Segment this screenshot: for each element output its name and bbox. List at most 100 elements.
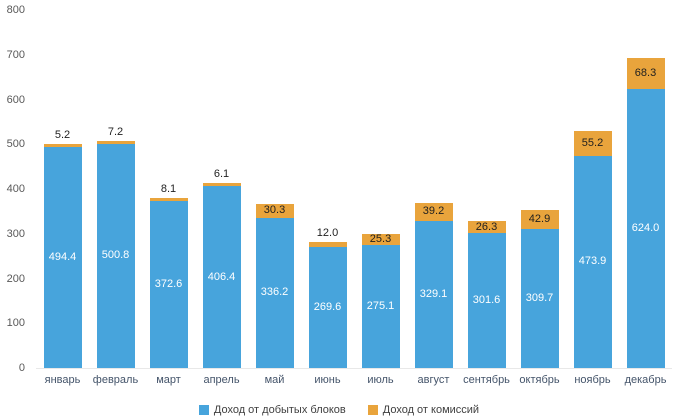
- value-label-blocks: 372.6: [154, 278, 183, 291]
- value-label-blocks: 406.4: [207, 270, 236, 283]
- bar-январь: 5.2 494.4: [43, 129, 82, 368]
- x-axis-label: апрель: [203, 374, 240, 386]
- segment-blocks: 336.2: [255, 217, 294, 368]
- segment-blocks: 624.0: [626, 88, 665, 368]
- value-label-fees: 55.2: [581, 137, 604, 150]
- segment-fees: 55.2: [573, 131, 612, 156]
- segment-blocks: 372.6: [149, 201, 188, 368]
- value-label-fees: 30.3: [263, 204, 286, 217]
- x-axis-label: сентябрь: [463, 374, 510, 386]
- value-label-fees: 26.3: [475, 220, 498, 233]
- x-axis-label: январь: [44, 374, 81, 386]
- bar-март: 8.1 372.6: [149, 183, 188, 368]
- legend-item-fees: Доход от комиссий: [367, 404, 480, 416]
- legend-item-blocks: Доход от добытых блоков: [198, 404, 346, 416]
- value-label-fees: 25.3: [369, 232, 392, 245]
- y-axis-label: 800: [6, 4, 25, 16]
- bar-июль: 25.3 275.1: [361, 232, 400, 368]
- x-axis-label: июль: [367, 374, 394, 386]
- y-axis-label: 500: [6, 138, 25, 151]
- segment-blocks: 500.8: [96, 143, 135, 368]
- y-axis-label: 600: [6, 93, 25, 106]
- bar-апрель: 6.1 406.4: [202, 168, 241, 368]
- bar-декабрь: 68.3 624.0: [626, 58, 665, 368]
- legend-label-fees: Доход от комиссий: [382, 404, 480, 416]
- legend-swatch-fees-icon: [367, 405, 378, 415]
- value-label-blocks: 336.2: [260, 286, 289, 299]
- segment-blocks: 494.4: [43, 146, 82, 368]
- value-label-blocks: 473.9: [578, 255, 607, 268]
- plot-area: 5.2 494.4 7.2 500.8 8.1 372.6 6.1 406.4 30.3 336.…: [36, 10, 672, 369]
- bar-slot: 30.3 336.2: [248, 204, 301, 368]
- value-label-blocks: 309.7: [525, 292, 554, 305]
- x-axis-label: июнь: [314, 374, 341, 386]
- bar-slot: 68.3 624.0: [619, 58, 672, 368]
- bar-slot: 42.9 309.7: [513, 210, 566, 368]
- x-axis-label: март: [156, 374, 181, 386]
- y-axis-label: 700: [6, 48, 25, 61]
- x-axis-label: декабрь: [624, 374, 667, 386]
- bar-slot: 8.1 372.6: [142, 183, 195, 368]
- value-label-blocks: 624.0: [631, 221, 660, 234]
- legend: Доход от добытых блоков Доход от комисси…: [0, 404, 678, 416]
- x-axis-label: ноябрь: [574, 374, 611, 386]
- bar-slot: 6.1 406.4: [195, 168, 248, 368]
- bar-slot: 12.0 269.6: [301, 227, 354, 368]
- y-axis-label: 0: [18, 362, 25, 374]
- bar-сентябрь: 26.3 301.6: [467, 220, 506, 368]
- legend-swatch-blocks-icon: [198, 405, 209, 415]
- segment-fees: [308, 241, 347, 248]
- bar-февраль: 7.2 500.8: [96, 126, 135, 368]
- segment-blocks: 309.7: [520, 229, 559, 368]
- value-label-fees: 5.2: [54, 129, 71, 142]
- bar-ноябрь: 55.2 473.9: [573, 131, 612, 368]
- value-label-fees: 7.2: [107, 125, 124, 138]
- value-label-blocks: 500.8: [101, 249, 130, 262]
- bar-slot: 25.3 275.1: [354, 232, 407, 368]
- y-axis-label: 200: [6, 272, 25, 285]
- value-label-fees: 6.1: [213, 168, 230, 181]
- segment-blocks: 275.1: [361, 244, 400, 368]
- y-axis-label: 300: [6, 227, 25, 240]
- value-label-blocks: 494.4: [48, 250, 77, 263]
- segment-blocks: 473.9: [573, 155, 612, 368]
- value-label-fees: 68.3: [634, 66, 657, 79]
- value-label-fees: 39.2: [422, 205, 445, 218]
- x-axis-label: август: [417, 374, 450, 386]
- bar-август: 39.2 329.1: [414, 203, 453, 368]
- bar-июнь: 12.0 269.6: [308, 227, 347, 368]
- y-axis: 0 100 200 300 400 500 600 700 800: [0, 0, 28, 419]
- segment-blocks: 301.6: [467, 233, 506, 368]
- bar-slot: 5.2 494.4: [36, 129, 89, 368]
- value-label-blocks: 301.6: [472, 294, 501, 306]
- y-axis-label: 100: [6, 317, 25, 330]
- bar-slot: 7.2 500.8: [89, 126, 142, 368]
- segment-fees: [149, 197, 188, 202]
- value-label-blocks: 329.1: [419, 287, 448, 300]
- segment-fees: [202, 183, 241, 187]
- value-label-blocks: 269.6: [313, 301, 342, 314]
- value-label-fees: 42.9: [528, 213, 551, 226]
- y-axis-label: 400: [6, 183, 25, 195]
- value-label-fees: 12.0: [316, 226, 339, 239]
- bar-slot: 26.3 301.6: [460, 221, 513, 368]
- segment-blocks: 329.1: [414, 220, 453, 368]
- segment-fees: 42.9: [520, 210, 559, 230]
- segment-fees: 39.2: [414, 203, 453, 221]
- bar-slot: 55.2 473.9: [566, 131, 619, 368]
- legend-label-blocks: Доход от добытых блоков: [213, 404, 346, 416]
- segment-fees: [96, 140, 135, 144]
- x-axis: январь февраль март апрель май июнь июль август…: [36, 374, 672, 386]
- segment-fees: 68.3: [626, 58, 665, 89]
- x-axis-label: октябрь: [519, 374, 560, 386]
- segment-fees: 30.3: [255, 204, 294, 218]
- segment-fees: 26.3: [467, 220, 506, 234]
- segment-blocks: 269.6: [308, 247, 347, 368]
- bar-май: 30.3 336.2: [255, 204, 294, 368]
- bar-slot: 39.2 329.1: [407, 203, 460, 368]
- value-label-fees: 8.1: [160, 182, 177, 195]
- bar-октябрь: 42.9 309.7: [520, 210, 559, 368]
- x-axis-label: май: [264, 374, 285, 386]
- segment-blocks: 406.4: [202, 186, 241, 368]
